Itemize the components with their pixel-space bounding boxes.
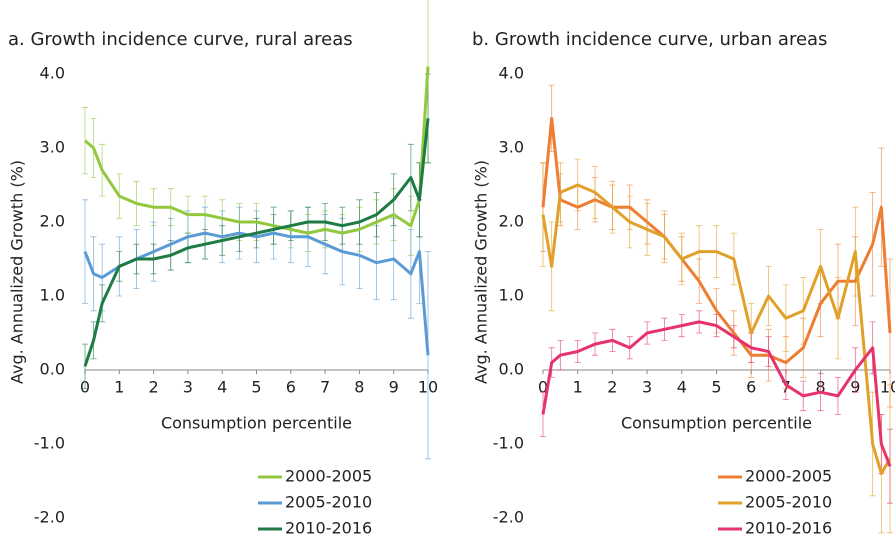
x-tick-label: 3 <box>642 378 652 397</box>
x-tick-label: 1 <box>573 378 583 397</box>
x-tick-label: 6 <box>746 378 756 397</box>
x-axis-title: Consumption percentile <box>161 414 352 433</box>
x-tick-label: 8 <box>354 378 364 397</box>
x-axis-title: Consumption percentile <box>621 414 812 433</box>
x-tick-label: 5 <box>711 378 721 397</box>
y-tick-label: 4.0 <box>40 64 65 83</box>
x-tick-label: 6 <box>286 378 296 397</box>
y-tick-label: 0.0 <box>40 360 65 379</box>
x-tick-label: 3 <box>183 378 193 397</box>
y-tick-label: -1.0 <box>493 434 524 453</box>
y-tick-label: 0.0 <box>499 360 524 379</box>
legend-label: 2010-2016 <box>285 519 372 538</box>
legend-label: 2005-2010 <box>745 493 832 512</box>
x-tick-label: 7 <box>320 378 330 397</box>
data-line <box>541 183 892 476</box>
y-axis-title: Avg. Annualized Growth (%) <box>8 160 27 384</box>
y-tick-label: 1.0 <box>40 286 65 305</box>
y-tick-label: -1.0 <box>34 434 65 453</box>
legend-label: 2010-2016 <box>745 519 832 538</box>
x-tick-label: 2 <box>149 378 159 397</box>
y-axis-title: Avg. Annualized Growth (%) <box>472 160 491 384</box>
data-line <box>541 116 892 365</box>
series <box>540 310 893 504</box>
x-tick-label: 9 <box>389 378 399 397</box>
x-tick-label: 2 <box>607 378 617 397</box>
x-tick-label: 5 <box>251 378 261 397</box>
y-tick-label: 2.0 <box>499 212 524 231</box>
x-tick-label: 10 <box>880 378 895 397</box>
y-tick-label: -2.0 <box>34 508 65 527</box>
x-tick-label: 0 <box>538 378 548 397</box>
y-tick-label: -2.0 <box>493 508 524 527</box>
legend-label: 2000-2005 <box>745 467 832 486</box>
chart-title: b. Growth incidence curve, urban areas <box>472 29 827 50</box>
legend-label: 2005-2010 <box>285 493 372 512</box>
x-tick-label: 1 <box>114 378 124 397</box>
series <box>82 73 431 389</box>
y-tick-label: 3.0 <box>40 138 65 157</box>
x-tick-label: 4 <box>677 378 687 397</box>
x-tick-label: 4 <box>217 378 227 397</box>
chart-title: a. Growth incidence curve, rural areas <box>8 29 353 50</box>
y-tick-label: 1.0 <box>499 286 524 305</box>
data-line <box>84 66 430 235</box>
y-tick-label: 2.0 <box>40 212 65 231</box>
y-tick-label: 3.0 <box>499 138 524 157</box>
data-line <box>83 118 430 367</box>
y-tick-label: 4.0 <box>499 64 524 83</box>
data-line <box>541 320 892 467</box>
legend-label: 2000-2005 <box>285 467 372 486</box>
series <box>540 158 893 534</box>
